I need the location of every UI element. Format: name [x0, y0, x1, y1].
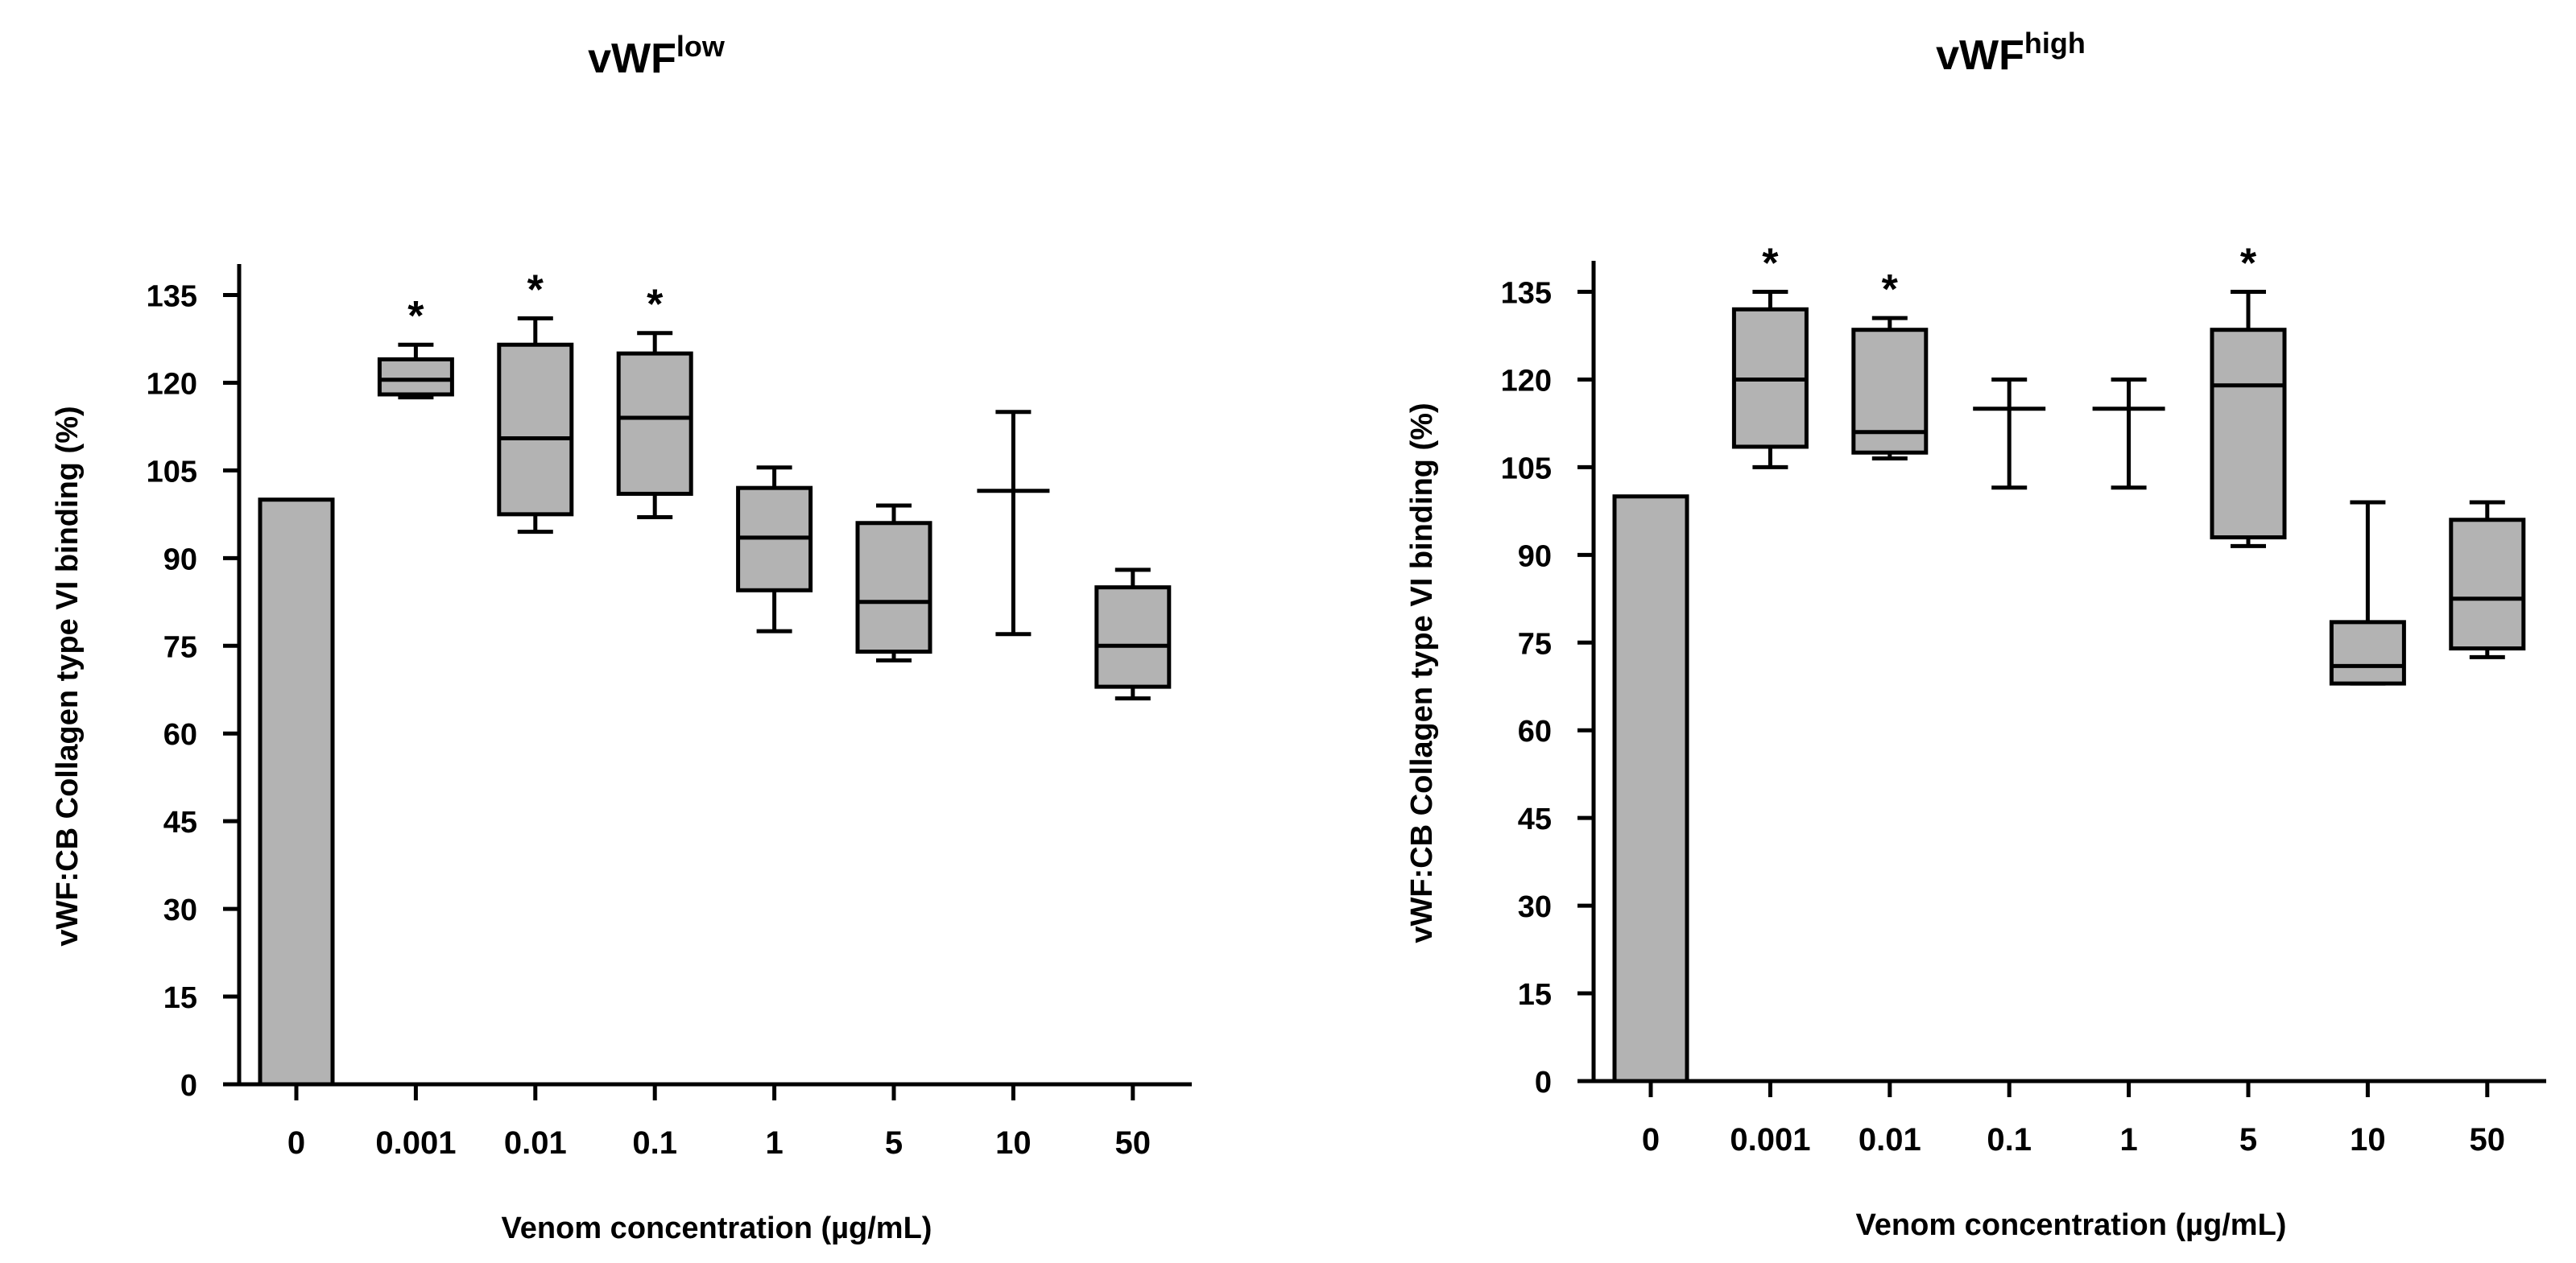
y-tick-label: 45 — [1518, 803, 1552, 836]
x-tick-label: 0.001 — [375, 1125, 456, 1161]
box-plot-10 — [2329, 500, 2406, 686]
significance-marker: * — [1882, 266, 1899, 313]
x-tick-label: 0.001 — [1730, 1122, 1810, 1158]
y-tick-label: 135 — [147, 279, 197, 313]
significance-marker: * — [2240, 240, 2257, 287]
x-tick-label: 1 — [765, 1125, 783, 1161]
box-plot-50 — [1094, 568, 1172, 701]
y-tick-label: 75 — [1518, 627, 1552, 661]
y-tick-label: 15 — [1518, 978, 1552, 1012]
box-plot-0.001: * — [377, 293, 454, 400]
y-tick-label: 30 — [1518, 890, 1552, 924]
x-tick-label: 5 — [2239, 1122, 2257, 1158]
y-tick-label: 90 — [163, 543, 197, 576]
y-tick-label: 90 — [1518, 539, 1552, 573]
y-axis-label: vWF:CB Collagen type VI binding (%) — [1405, 402, 1439, 943]
significance-marker: * — [1762, 240, 1779, 287]
box-plot-0.01: * — [1851, 266, 1929, 460]
x-tick-label: 10 — [995, 1125, 1032, 1161]
chart-title-superscript: low — [676, 30, 726, 63]
chart-title: vWFhigh — [1936, 27, 2086, 79]
y-tick-label: 0 — [180, 1069, 197, 1103]
y-tick-label: 60 — [1518, 715, 1552, 749]
box-plot-50 — [2449, 500, 2526, 659]
y-tick-label: 120 — [1501, 364, 1552, 398]
x-tick-label: 0.01 — [1859, 1122, 1921, 1158]
box-plot-5: * — [2210, 240, 2287, 548]
y-tick-label: 30 — [163, 894, 197, 927]
box-plot-1 — [736, 465, 813, 634]
x-tick-label: 50 — [1115, 1125, 1152, 1161]
x-tick-label: 1 — [2119, 1122, 2137, 1158]
chart-title-superscript: high — [2024, 27, 2086, 60]
chart-title: vWFlow — [588, 30, 726, 82]
box-plot-5 — [855, 503, 932, 662]
box-plot-0.01: * — [497, 267, 574, 535]
iqr-box — [497, 342, 574, 517]
x-tick-label: 5 — [885, 1125, 903, 1161]
box-plot-10 — [977, 410, 1050, 637]
x-tick-label: 50 — [2470, 1122, 2506, 1158]
iqr-box — [616, 351, 693, 496]
x-tick-label: 0 — [1642, 1122, 1660, 1158]
box-plot-0.001: * — [1731, 240, 1809, 469]
y-tick-label: 105 — [147, 455, 197, 489]
iqr-box — [377, 357, 454, 397]
x-tick-label: 10 — [2350, 1122, 2386, 1158]
y-tick-label: 60 — [163, 718, 197, 752]
iqr-box — [1851, 328, 1929, 455]
panel-vwf-high: vWFhigh vWF:CB Collagen type VI binding (… — [1405, 27, 2546, 1242]
y-tick-label: 135 — [1501, 276, 1552, 310]
control-bar — [258, 497, 335, 1087]
iqr-box — [2210, 328, 2287, 540]
y-tick-label: 45 — [163, 806, 197, 840]
panel-vwf-low: vWFlow vWF:CB Collagen type VI binding (%… — [51, 30, 1192, 1245]
iqr-box — [855, 521, 932, 654]
y-tick-label: 120 — [147, 367, 197, 401]
y-axis-label: vWF:CB Collagen type VI binding (%) — [51, 406, 85, 946]
y-tick-label: 75 — [163, 630, 197, 664]
iqr-box — [2449, 518, 2526, 651]
iqr-box — [2329, 620, 2406, 686]
significance-marker: * — [527, 267, 544, 314]
box-plot-0.1: * — [616, 282, 693, 519]
y-tick-label: 0 — [1535, 1066, 1552, 1100]
box-plot-0.1 — [1973, 377, 2046, 490]
y-tick-label: 15 — [163, 981, 197, 1015]
x-tick-label: 0.1 — [1987, 1122, 2032, 1158]
x-tick-label: 0.01 — [504, 1125, 567, 1161]
box-plot-1 — [2092, 377, 2165, 490]
significance-marker: * — [407, 293, 424, 340]
x-tick-label: 0.1 — [632, 1125, 677, 1161]
significance-marker: * — [647, 282, 664, 328]
y-tick-label: 105 — [1501, 452, 1552, 485]
x-tick-label: 0 — [287, 1125, 305, 1161]
x-axis-label: Venom concentration (µg/mL) — [1856, 1208, 2287, 1242]
chart-title-main: vWF — [1936, 32, 2024, 79]
chart-title-main: vWF — [588, 35, 676, 82]
x-axis-label: Venom concentration (µg/mL) — [502, 1211, 932, 1245]
iqr-box — [1094, 585, 1172, 689]
control-bar — [1612, 494, 1689, 1083]
